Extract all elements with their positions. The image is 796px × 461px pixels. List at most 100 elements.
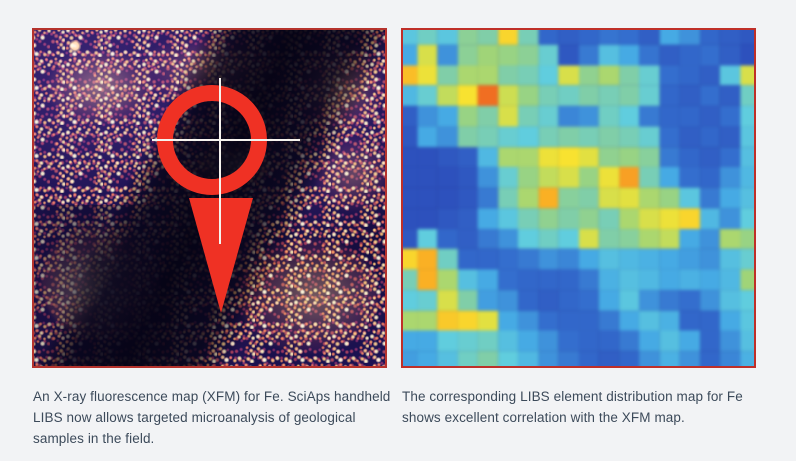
heatmap-cell: [639, 105, 660, 127]
heatmap-cell: [457, 167, 478, 188]
heatmap-cell: [618, 105, 640, 127]
heatmap-cell: [403, 105, 418, 127]
heatmap-cell: [719, 126, 740, 147]
heatmap-cell: [679, 351, 700, 366]
heatmap-cell: [538, 310, 559, 331]
heatmap-cell: [659, 187, 680, 209]
heatmap-cell: [578, 330, 599, 352]
xfm-map-image: [34, 30, 385, 366]
heatmap-cell: [477, 269, 498, 291]
heatmap-cell: [679, 44, 700, 66]
heatmap-cell: [739, 228, 754, 250]
heatmap-cell: [618, 269, 640, 291]
heatmap-cell: [578, 167, 599, 188]
heatmap-cell: [497, 187, 518, 209]
heatmap-cell: [598, 228, 619, 250]
heatmap-cell: [538, 269, 559, 291]
heatmap-cell: [699, 290, 720, 311]
heatmap-cell: [403, 30, 418, 45]
heatmap-cell: [457, 146, 478, 168]
heatmap-cell: [538, 105, 559, 127]
heatmap-cell: [417, 208, 438, 229]
heatmap-cell: [457, 290, 478, 311]
heatmap-cell: [719, 65, 740, 86]
heatmap-cell: [598, 330, 619, 352]
heatmap-cell: [417, 167, 438, 188]
heatmap-cell: [497, 249, 518, 270]
heatmap-cell: [659, 310, 680, 331]
heatmap-cell: [639, 146, 660, 168]
heatmap-cell: [679, 208, 700, 229]
heatmap-cell: [417, 330, 438, 352]
heatmap-cell: [497, 269, 518, 291]
heatmap-cell: [457, 105, 478, 127]
heatmap-cell: [699, 65, 720, 86]
heatmap-cell: [659, 167, 680, 188]
heatmap-cell: [679, 269, 700, 291]
heatmap-cell: [618, 146, 640, 168]
heatmap-cell: [598, 30, 619, 45]
heatmap-cell: [639, 187, 660, 209]
heatmap-cell: [719, 105, 740, 127]
heatmap-cell: [739, 290, 754, 311]
heatmap-cell: [578, 310, 599, 331]
heatmap-cell: [417, 249, 438, 270]
xfm-caption: An X-ray fluorescence map (XFM) for Fe. …: [33, 386, 391, 449]
heatmap-cell: [437, 330, 458, 352]
heatmap-cell: [578, 105, 599, 127]
heatmap-cell: [618, 30, 640, 45]
heatmap-cell: [719, 44, 740, 66]
heatmap-cell: [437, 310, 458, 331]
heatmap-cell: [739, 310, 754, 331]
heatmap-cell: [558, 269, 579, 291]
heatmap-cell: [417, 351, 438, 366]
heatmap-cell: [679, 310, 700, 331]
heatmap-cell: [497, 290, 518, 311]
heatmap-cell: [538, 167, 559, 188]
heatmap-cell: [497, 146, 518, 168]
heatmap-cell: [497, 85, 518, 106]
heatmap-cell: [558, 351, 579, 366]
heatmap-cell: [497, 208, 518, 229]
libs-caption-text: The corresponding LIBS element distribut…: [402, 389, 743, 425]
heatmap-cell: [618, 65, 640, 86]
heatmap-cell: [437, 269, 458, 291]
heatmap-cell: [618, 351, 640, 366]
heatmap-cell: [558, 105, 579, 127]
heatmap-cell: [659, 228, 680, 250]
heatmap-cell: [517, 146, 539, 168]
heatmap-cell: [578, 249, 599, 270]
heatmap-cell: [403, 146, 418, 168]
heatmap-cell: [739, 187, 754, 209]
heatmap-cell: [517, 65, 539, 86]
heatmap-cell: [739, 249, 754, 270]
heatmap-cell: [457, 65, 478, 86]
heatmap-cell: [618, 126, 640, 147]
heatmap-cell: [417, 65, 438, 86]
heatmap-cell: [517, 208, 539, 229]
heatmap-cell: [578, 208, 599, 229]
heatmap-cell: [719, 167, 740, 188]
heatmap-cell: [437, 126, 458, 147]
heatmap-cell: [639, 310, 660, 331]
heatmap-cell: [679, 85, 700, 106]
heatmap-cell: [403, 65, 418, 86]
heatmap-cell: [699, 30, 720, 45]
heatmap-cell: [437, 44, 458, 66]
xfm-map-figure: [32, 28, 387, 368]
heatmap-cell: [699, 330, 720, 352]
heatmap-cell: [699, 44, 720, 66]
heatmap-cell: [403, 167, 418, 188]
heatmap-cell: [457, 249, 478, 270]
heatmap-cell: [659, 269, 680, 291]
heatmap-cell: [578, 126, 599, 147]
heatmap-cell: [558, 310, 579, 331]
libs-caption: The corresponding LIBS element distribut…: [402, 386, 752, 428]
libs-heatmap-grid: [403, 30, 754, 366]
heatmap-cell: [477, 105, 498, 127]
heatmap-cell: [403, 351, 418, 366]
heatmap-cell: [558, 126, 579, 147]
heatmap-cell: [679, 146, 700, 168]
heatmap-cell: [538, 65, 559, 86]
heatmap-cell: [719, 290, 740, 311]
